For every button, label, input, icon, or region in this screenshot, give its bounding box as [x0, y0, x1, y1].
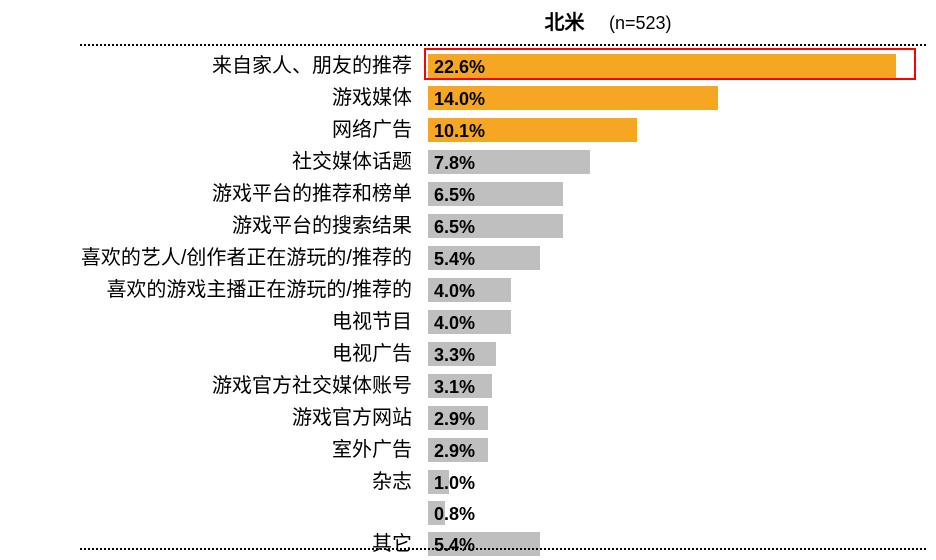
category-label: 室外广告 [0, 440, 420, 460]
value-label: 5.4% [434, 247, 475, 271]
bar-area: 4.0% [428, 310, 916, 334]
chart-rows: 来自家人、朋友的推荐 22.6% 游戏媒体 14.0% 网络广告 10.1% 社… [0, 50, 936, 560]
value-label: 3.1% [434, 375, 475, 399]
value-label: 1.0% [434, 471, 475, 495]
category-label: 游戏平台的搜索结果 [0, 216, 420, 236]
chart-row: 游戏平台的推荐和榜单 6.5% [0, 178, 936, 210]
value-label: 6.5% [434, 215, 475, 239]
chart-row: 游戏官方网站 2.9% [0, 402, 936, 434]
category-label: 社交媒体话题 [0, 152, 420, 172]
bar-area: 5.4% [428, 246, 916, 270]
category-label: 游戏平台的推荐和榜单 [0, 184, 420, 204]
value-label: 10.1% [434, 119, 485, 143]
category-label: 游戏官方网站 [0, 408, 420, 428]
category-label: 游戏媒体 [0, 88, 420, 108]
chart-row: 喜欢的艺人/创作者正在游玩的/推荐的 5.4% [0, 242, 936, 274]
bar-area: 4.0% [428, 278, 916, 302]
chart-row: 0.8% [0, 498, 936, 528]
chart-row: 其它 5.4% [0, 528, 936, 560]
chart-row: 喜欢的游戏主播正在游玩的/推荐的 4.0% [0, 274, 936, 306]
bar-area: 0.8% [428, 501, 916, 525]
chart-row: 电视广告 3.3% [0, 338, 936, 370]
value-label: 22.6% [434, 55, 485, 79]
value-label: 2.9% [434, 407, 475, 431]
bar-area: 3.1% [428, 374, 916, 398]
category-label: 其它 [0, 534, 420, 554]
bar-area: 2.9% [428, 406, 916, 430]
sample-size-label: (n=523) [609, 13, 672, 34]
region-label: 北米 [545, 6, 585, 35]
bar-area: 5.4% [428, 532, 916, 556]
chart-row: 游戏媒体 14.0% [0, 82, 936, 114]
chart-row: 游戏官方社交媒体账号 3.1% [0, 370, 936, 402]
category-label: 喜欢的艺人/创作者正在游玩的/推荐的 [0, 248, 420, 268]
chart-row: 来自家人、朋友的推荐 22.6% [0, 50, 936, 82]
bar-area: 7.8% [428, 150, 916, 174]
category-label: 电视广告 [0, 344, 420, 364]
value-label: 3.3% [434, 343, 475, 367]
top-dotted-border [80, 44, 926, 46]
bar-area: 14.0% [428, 86, 916, 110]
category-label: 来自家人、朋友的推荐 [0, 56, 420, 76]
chart-row: 游戏平台的搜索结果 6.5% [0, 210, 936, 242]
chart-row: 社交媒体话题 7.8% [0, 146, 936, 178]
value-label: 14.0% [434, 87, 485, 111]
bar [428, 54, 896, 78]
chart-row: 室外广告 2.9% [0, 434, 936, 466]
category-label: 网络广告 [0, 120, 420, 140]
value-label: 4.0% [434, 279, 475, 303]
bar-area: 22.6% [428, 54, 916, 78]
chart-header: 北米 (n=523) [0, 6, 936, 35]
category-label: 喜欢的游戏主播正在游玩的/推荐的 [0, 280, 420, 300]
value-label: 5.4% [434, 533, 475, 557]
chart-row: 网络广告 10.1% [0, 114, 936, 146]
chart-container: 北米 (n=523) 来自家人、朋友的推荐 22.6% 游戏媒体 14.0% 网… [0, 0, 936, 553]
bottom-dotted-border [80, 548, 926, 550]
bar-area: 1.0% [428, 470, 916, 494]
chart-row: 杂志 1.0% [0, 466, 936, 498]
bar-area: 6.5% [428, 182, 916, 206]
value-label: 4.0% [434, 311, 475, 335]
value-label: 2.9% [434, 439, 475, 463]
category-label: 游戏官方社交媒体账号 [0, 376, 420, 396]
bar-area: 10.1% [428, 118, 916, 142]
category-label: 电视节目 [0, 312, 420, 332]
category-label: 杂志 [0, 472, 420, 492]
value-label: 7.8% [434, 151, 475, 175]
value-label: 0.8% [434, 502, 475, 526]
bar-area: 2.9% [428, 438, 916, 462]
chart-row: 电视节目 4.0% [0, 306, 936, 338]
value-label: 6.5% [434, 183, 475, 207]
bar-area: 6.5% [428, 214, 916, 238]
bar-area: 3.3% [428, 342, 916, 366]
